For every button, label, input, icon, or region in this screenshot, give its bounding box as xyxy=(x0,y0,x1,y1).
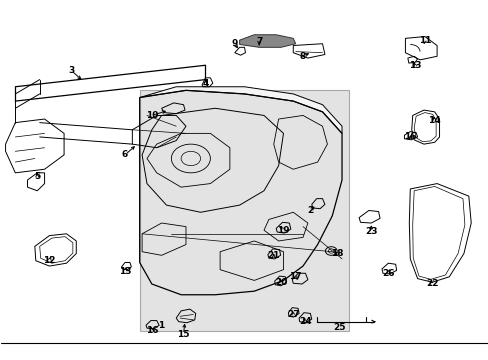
Text: 11: 11 xyxy=(418,36,430,45)
Text: 12: 12 xyxy=(43,256,56,265)
Text: 16: 16 xyxy=(403,132,416,141)
Text: 7: 7 xyxy=(255,37,262,46)
Text: 26: 26 xyxy=(381,269,394,278)
Text: 2: 2 xyxy=(306,206,313,215)
Text: 13: 13 xyxy=(408,61,421,70)
Text: 13: 13 xyxy=(119,267,131,276)
Text: 19: 19 xyxy=(277,226,289,235)
Bar xyxy=(140,90,348,330)
Text: 9: 9 xyxy=(231,39,238,48)
Text: 16: 16 xyxy=(145,326,158,335)
Text: 8: 8 xyxy=(299,52,305,61)
Polygon shape xyxy=(140,87,341,134)
Text: 24: 24 xyxy=(299,317,311,326)
Text: 27: 27 xyxy=(286,310,299,319)
Text: 21: 21 xyxy=(267,251,280,260)
Text: 20: 20 xyxy=(274,278,286,287)
Text: 22: 22 xyxy=(425,279,438,288)
Text: 25: 25 xyxy=(333,323,345,332)
Text: 23: 23 xyxy=(364,228,377,237)
Polygon shape xyxy=(239,35,295,47)
Text: 4: 4 xyxy=(202,79,208,88)
Text: 1: 1 xyxy=(158,321,164,330)
Text: 14: 14 xyxy=(427,116,440,125)
Text: 17: 17 xyxy=(289,272,302,281)
Text: 5: 5 xyxy=(34,172,41,181)
Text: 10: 10 xyxy=(145,111,158,120)
Text: 15: 15 xyxy=(177,330,189,339)
Text: 3: 3 xyxy=(68,66,74,75)
Text: 18: 18 xyxy=(330,249,343,258)
Text: 6: 6 xyxy=(122,150,128,159)
